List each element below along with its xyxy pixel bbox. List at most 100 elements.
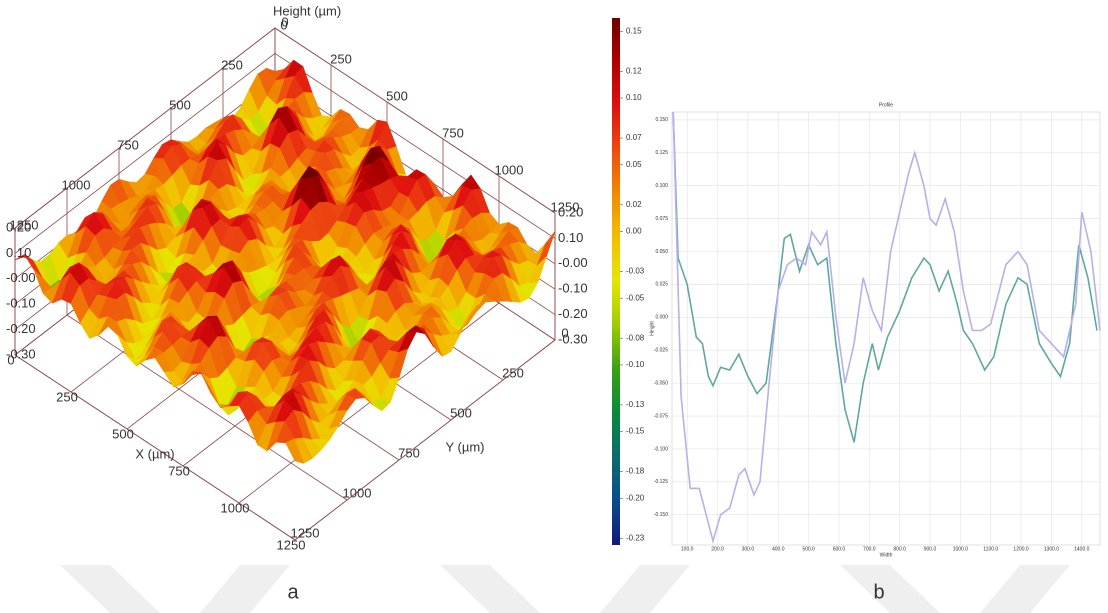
axis-line	[274, 27, 556, 214]
y-tick-label: 0.000	[655, 315, 668, 321]
watermark-shape	[600, 565, 690, 613]
surface-plot: 0.20 0.20 0.10 0.10 -0.00 -0.00 -0.10 -0.10 -0.2…	[6, 3, 588, 552]
y-tick-label: 0	[561, 325, 568, 340]
z-axis-label: Height (µm)	[273, 3, 341, 18]
profile-line	[672, 111, 1101, 545]
x-tick-label: 200.0	[711, 546, 724, 552]
colorbar-tick-label: 0.02	[626, 200, 642, 209]
x-tick-label: 500	[112, 426, 134, 441]
colorbar-tick-label: -0.13	[626, 400, 645, 409]
colorbar-tick-label: -0.20	[626, 493, 645, 502]
grid-line	[66, 314, 348, 501]
axis-line	[14, 354, 296, 541]
z-tick-label: -0.00	[6, 270, 36, 285]
colorbar-tick-label: 0.15	[626, 26, 642, 35]
y-tick-label: 750	[398, 445, 420, 460]
y-tick-label: 250	[502, 365, 524, 380]
y-tick-label: 0.125	[655, 150, 668, 156]
axis-line	[294, 339, 556, 541]
x-tick-label: 1400.0	[1074, 546, 1090, 552]
y-tick-label: 0.150	[655, 117, 668, 123]
x-tick-label: 700.0	[863, 546, 876, 552]
chart-title: Profile	[879, 102, 893, 108]
panel-label: a	[287, 581, 299, 603]
watermark-shape	[60, 565, 160, 613]
x-tick-label: 600.0	[833, 546, 846, 552]
x-tick-label: 500.0	[802, 546, 815, 552]
y-axis-label: Y (µm)	[445, 439, 484, 454]
surface-patch	[285, 438, 305, 464]
z-tick-label: -0.10	[6, 296, 36, 311]
x-tick-label: 1000.0	[953, 546, 969, 552]
y-tick-label: -0.125	[654, 479, 668, 485]
y-tick-label: 0.025	[655, 282, 668, 288]
y-tick-label: 750	[117, 137, 139, 152]
y-tick-label: 0	[280, 17, 287, 32]
colorbar-tick-label: 0.12	[626, 66, 642, 75]
z-tick-label: -0.20	[558, 306, 588, 321]
x-tick-label: 750	[442, 125, 464, 140]
z-tick-label: -0.10	[558, 281, 588, 296]
x-tick-label: 1000	[221, 500, 250, 515]
surface-patch	[536, 231, 556, 267]
colorbar	[612, 18, 620, 545]
axis-line	[14, 27, 276, 229]
grid-line	[14, 53, 276, 254]
x-tick-label: 1300.0	[1044, 546, 1060, 552]
colorbar-tick-label: 0.10	[626, 93, 642, 102]
profile-line	[672, 111, 1098, 443]
x-tick-label: 400.0	[772, 546, 785, 552]
x-tick-label: 750	[168, 463, 190, 478]
y-tick-label: -0.075	[654, 413, 668, 419]
y-tick-label: -0.025	[654, 348, 668, 354]
z-tick-label: 0.10	[6, 245, 31, 260]
x-tick-label: 1250	[551, 199, 580, 214]
y-tick-label: -0.050	[654, 380, 668, 386]
z-tick-label: 0.20	[6, 219, 31, 234]
plot-area	[671, 111, 1101, 546]
panel-label: b	[873, 581, 884, 603]
colorbar-tick-label: -0.05	[626, 293, 645, 302]
y-tick-label: 1250	[10, 217, 39, 232]
watermark-shape	[840, 565, 940, 613]
y-tick-label: 1000	[343, 485, 372, 500]
y-tick-label: 1250	[291, 525, 320, 540]
y-axis-label: Height	[649, 321, 655, 336]
x-tick-label: 1100.0	[983, 546, 998, 552]
colorbar-tick-label: 0.00	[626, 227, 642, 236]
y-tick-label: 1000	[62, 177, 91, 192]
x-tick-label: 500	[386, 88, 408, 103]
x-tick-label: 300.0	[742, 546, 755, 552]
y-tick-label: 250	[221, 57, 243, 72]
x-tick-label: 250	[56, 389, 78, 404]
colorbar-tick-label: -0.15	[626, 427, 645, 436]
y-tick-label: 0.050	[655, 249, 668, 255]
watermark	[60, 565, 1070, 613]
colorbar-tick-label: -0.08	[626, 333, 645, 342]
z-tick-label: -0.20	[6, 321, 36, 336]
y-tick-label: 0.100	[655, 183, 668, 189]
z-tick-label: -0.30	[6, 346, 36, 361]
colorbar-tick-label: 0.05	[626, 160, 642, 169]
grid-line	[274, 53, 556, 239]
z-tick-label: 0.10	[558, 230, 583, 245]
watermark-shape	[200, 565, 290, 613]
profile-plot: 100.0 200.0 300.0 400.0 500.0 600.0 700.0 800.0…	[649, 102, 1101, 558]
x-tick-label: 0	[281, 14, 288, 29]
x-tick-label: 250	[330, 51, 352, 66]
y-tick-label: 0.075	[655, 216, 668, 222]
z-tick-label: -0.30	[558, 331, 588, 346]
colorbar-tick-label: -0.10	[626, 360, 645, 369]
watermark-shape	[440, 565, 540, 613]
z-tick-label: -0.00	[558, 255, 588, 270]
colorbar-tick-label: -0.03	[626, 267, 645, 276]
y-tick-label: -0.100	[654, 446, 668, 452]
colorbar-tick-label: -0.18	[626, 467, 645, 476]
x-axis-label: X (µm)	[135, 446, 174, 461]
colorbar-tick-label: -0.23	[626, 533, 645, 542]
x-axis-label: Width	[880, 552, 893, 558]
x-tick-label: 1000	[495, 162, 524, 177]
y-tick-label: 500	[169, 97, 191, 112]
y-tick-label: 500	[450, 405, 472, 420]
watermark-shape	[980, 565, 1070, 613]
